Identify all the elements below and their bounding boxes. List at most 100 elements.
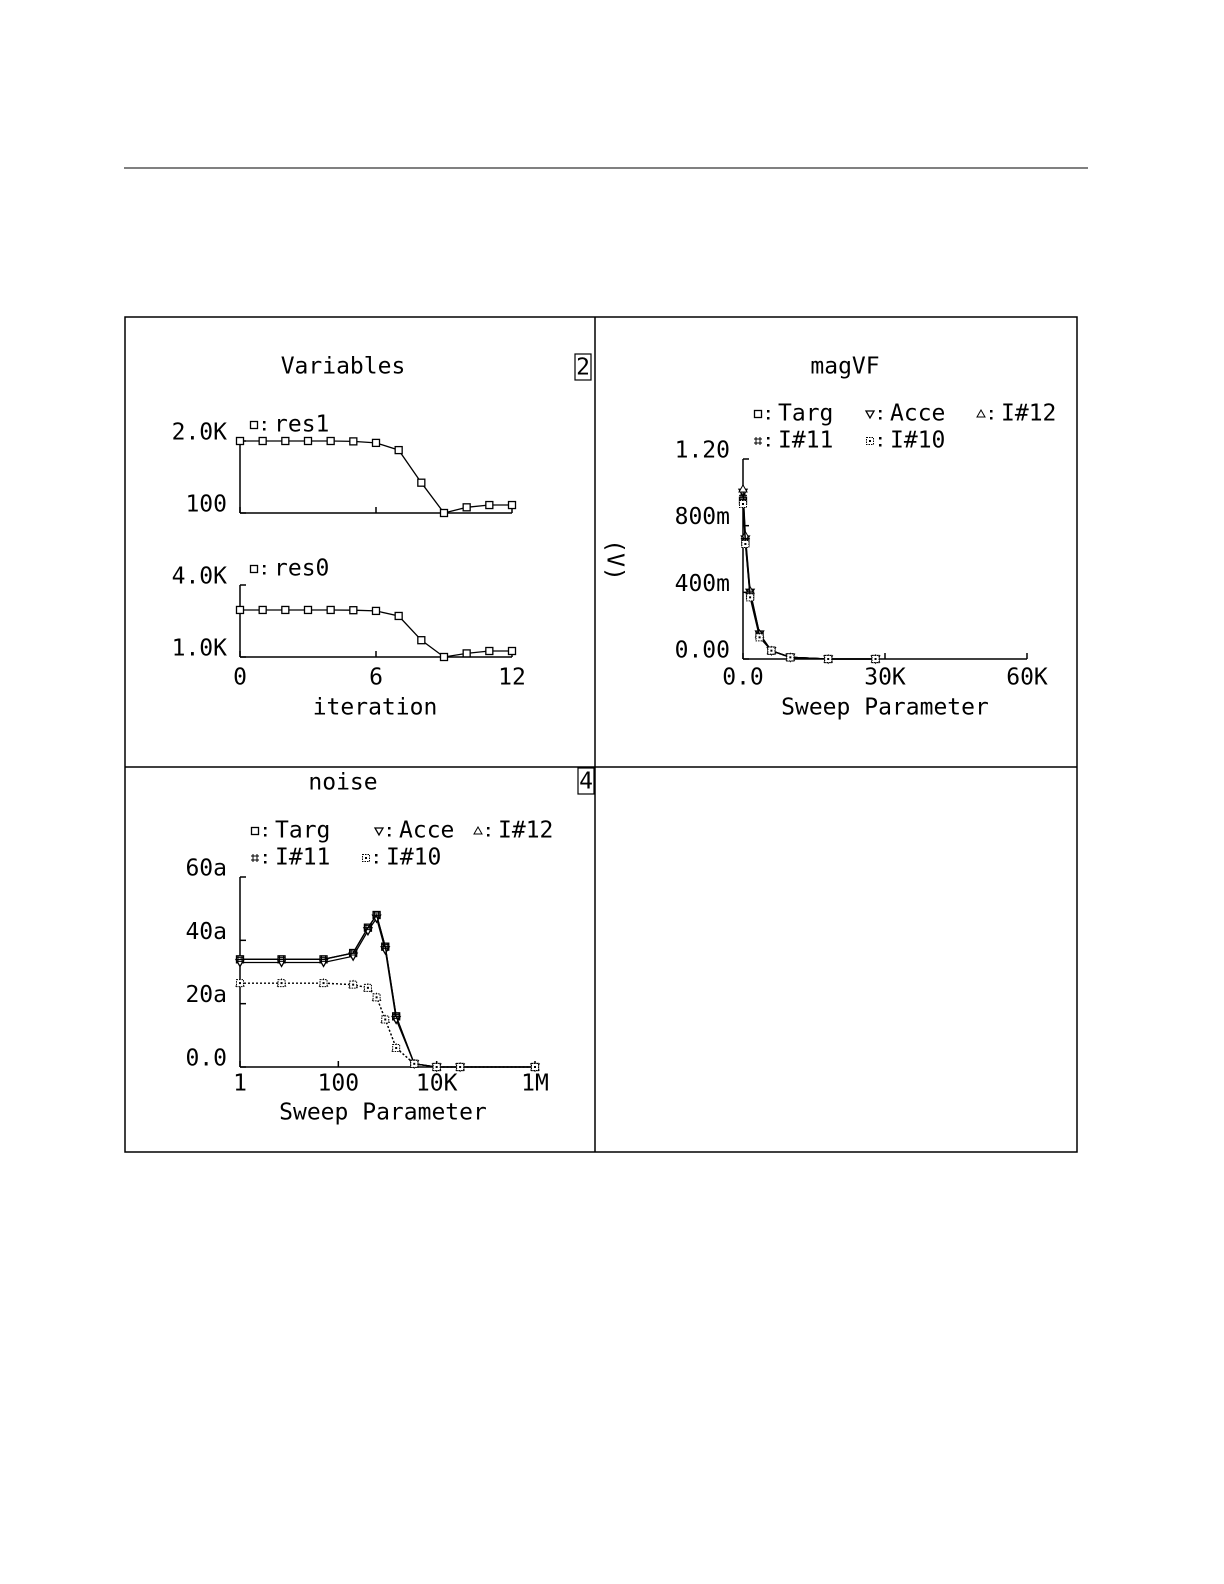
legend-label: I#12 (498, 818, 553, 844)
y-tick-label: 0.00 (675, 638, 730, 664)
marker (866, 437, 874, 445)
panel-number-box (574, 353, 592, 381)
x-tick-label: 0 (233, 665, 247, 691)
marker (235, 436, 245, 446)
marker-shape (375, 996, 378, 999)
marker-shape (303, 436, 313, 446)
y-tick-label: 1.0K (172, 636, 228, 662)
chart-title: magVF (810, 354, 879, 380)
marker (824, 655, 833, 663)
marker-shape (322, 982, 325, 985)
series-line (240, 440, 512, 514)
marker (485, 500, 494, 510)
marker (462, 503, 471, 512)
marker (462, 649, 471, 658)
series-line (240, 916, 535, 1068)
marker (319, 979, 328, 988)
marker-shape (869, 440, 871, 442)
marker (755, 633, 764, 642)
marker-shape (534, 1066, 536, 1068)
marker (363, 983, 372, 992)
series-line (742, 503, 876, 660)
marker-shape (250, 826, 260, 836)
marker (236, 979, 244, 988)
marker (976, 408, 986, 418)
x-tick-label: 100 (318, 1071, 360, 1097)
marker (349, 437, 358, 446)
marker (372, 993, 381, 1002)
marker (303, 605, 313, 615)
legend-colon (375, 854, 378, 857)
marker (258, 605, 267, 615)
marker-shape (277, 955, 286, 964)
marker-shape (249, 420, 259, 430)
legend-colon (264, 861, 267, 864)
marker (456, 1063, 465, 1071)
x-tick-label: 1M (521, 1071, 549, 1097)
marker-shape (258, 605, 267, 615)
marker-shape (439, 508, 449, 518)
marker (371, 438, 381, 448)
marker (258, 436, 267, 446)
legend-colon (375, 861, 378, 864)
y-tick-label: 1.20 (675, 438, 730, 464)
y-axis-label: (V) (602, 539, 628, 581)
marker-shape (864, 410, 876, 420)
marker-shape (874, 658, 877, 660)
marker-shape (352, 983, 355, 986)
legend-colon (990, 410, 993, 413)
marker-shape (485, 646, 494, 656)
y-tick-label: 40a (185, 919, 227, 945)
y-tick-label: 800m (675, 504, 730, 530)
marker (432, 1063, 441, 1071)
legend-label: res0 (274, 556, 329, 582)
marker (249, 564, 259, 574)
marker-shape (827, 658, 830, 660)
marker-shape (303, 605, 313, 615)
panel-number: 2 (576, 355, 590, 381)
marker (738, 483, 748, 493)
legend-label: I#11 (275, 845, 330, 871)
marker-shape (462, 649, 471, 658)
legend-colon (264, 834, 267, 837)
y-tick-label: 20a (185, 982, 227, 1008)
marker (363, 923, 372, 932)
marker (507, 646, 517, 656)
marker-shape (349, 437, 358, 446)
marker (439, 508, 449, 518)
chart-title: Variables (281, 354, 406, 380)
marker-shape (770, 649, 773, 652)
legend-colon (388, 834, 391, 837)
legend-label: I#11 (778, 428, 833, 454)
marker-shape (381, 942, 390, 951)
marker (349, 980, 358, 989)
legend-label: Acce (890, 401, 945, 427)
legend-label: I#12 (1001, 401, 1056, 427)
marker-shape (235, 436, 245, 446)
marker-shape (251, 854, 259, 862)
marker (319, 955, 328, 964)
marker-shape (394, 445, 403, 455)
series-line (240, 982, 535, 1068)
legend-colon (487, 827, 490, 830)
marker-shape (485, 500, 494, 510)
marker (439, 652, 449, 662)
marker-shape (373, 827, 385, 837)
marker-shape (371, 438, 381, 448)
marker (236, 955, 244, 964)
legend-label: I#10 (890, 428, 945, 454)
marker (362, 854, 370, 862)
marker-shape (507, 646, 517, 656)
marker (250, 826, 260, 836)
marker-shape (235, 605, 245, 615)
marker-shape (742, 503, 744, 505)
marker (871, 655, 880, 663)
marker-shape (744, 543, 747, 545)
marker-shape (326, 605, 335, 615)
panel-number: 4 (579, 769, 593, 795)
legend-colon (487, 834, 490, 837)
marker (864, 410, 876, 420)
marker-shape (349, 606, 358, 615)
marker (326, 605, 335, 615)
